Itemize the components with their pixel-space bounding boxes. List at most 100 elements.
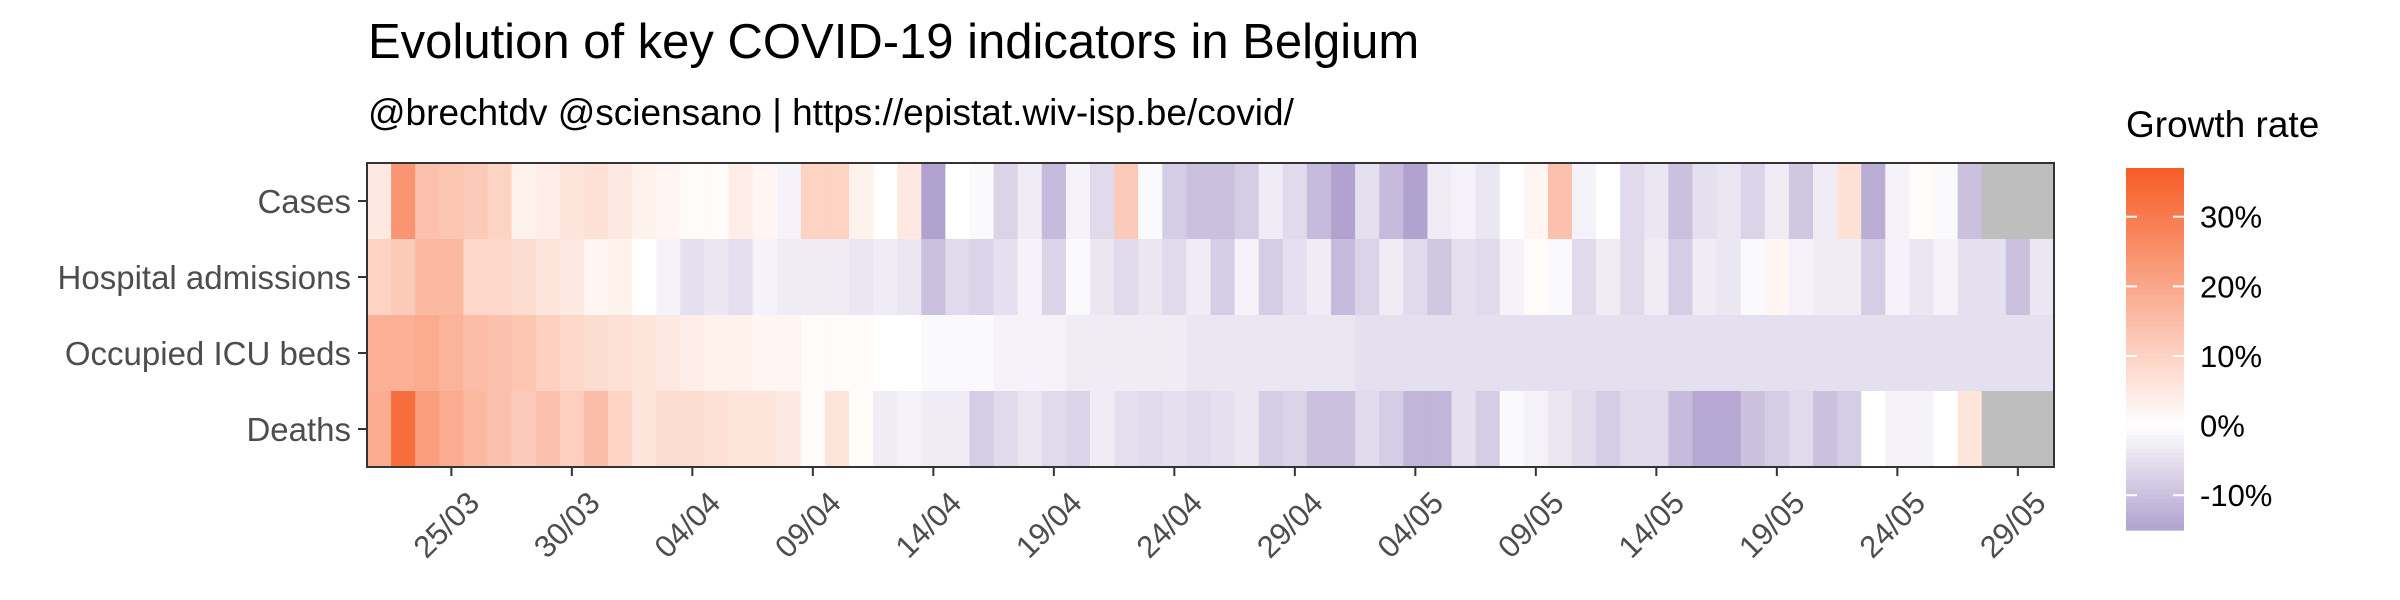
heatmap-cell [2005,315,2031,392]
heatmap-cell [511,391,537,468]
heatmap-cell [511,239,537,316]
heatmap-cell [632,391,657,468]
heatmap-cell [1041,391,1067,468]
heatmap-cell [632,315,657,392]
heatmap-cell [367,163,392,240]
legend-gradient-step [2126,425,2184,432]
heatmap-cell [391,315,416,392]
legend-gradient-step [2126,312,2184,318]
heatmap-cell [1861,239,1886,316]
heatmap-cell [1017,315,1043,392]
legend-gradient-step [2126,358,2184,364]
heatmap-cell [1933,239,1959,316]
heatmap-cell [969,239,995,316]
legend-gradient-step [2126,462,2184,468]
legend-gradient-step [2126,412,2184,418]
heatmap-cell [583,163,609,240]
heatmap-cell [1909,163,1935,240]
heatmap-cell [1065,315,1091,392]
legend-gradient-step [2126,213,2184,219]
legend-gradient-step [2126,258,2184,264]
heatmap-cell [728,163,754,240]
legend-gradient-step [2126,335,2184,341]
legend-gradient-step [2126,457,2184,463]
heatmap-cell [1499,391,1525,468]
heatmap-cell [1379,163,1404,240]
heatmap-cell [1258,239,1284,316]
heatmap-cell [1331,391,1356,468]
legend-gradient-step [2126,326,2184,332]
heatmap-cell [1451,391,1477,468]
heatmap-cell [608,391,633,468]
legend-gradient-step [2126,195,2184,201]
heatmap-cell [1668,163,1694,240]
heatmap-cell [800,163,826,240]
legend-break-label: -10% [2200,478,2272,513]
heatmap-cell [1861,315,1886,392]
legend-gradient-step [2126,294,2184,300]
heatmap-cell [1065,239,1091,316]
heatmap-cell [415,163,440,240]
heatmap-cell [487,391,513,468]
heatmap-cell [1837,391,1862,468]
heatmap-cell [487,163,513,240]
heatmap-cell [1355,239,1380,316]
heatmap-cell [1403,315,1428,392]
heatmap-cell [1210,315,1236,392]
heatmap-cell [1644,391,1669,468]
heatmap-cell [559,239,585,316]
heatmap-cell [1740,391,1766,468]
heatmap-cell [1764,163,1790,240]
legend-gradient-step [2126,439,2184,445]
heatmap-cell [752,391,778,468]
heatmap-cell [1547,163,1573,240]
heatmap-cell [1764,391,1790,468]
heatmap-cell [1210,239,1236,316]
heatmap-cell [1596,163,1621,240]
heatmap-cell [1306,315,1332,392]
heatmap-cell [1427,163,1453,240]
x-tick-label: 04/05 [1371,485,1451,565]
y-tick-label: Occupied ICU beds [65,335,351,372]
heatmap-cell [824,391,850,468]
heatmap-cell [2029,391,2055,468]
legend-gradient-step [2126,177,2184,183]
heatmap-cell [1885,239,1910,316]
heatmap-cell [752,239,778,316]
heatmap-cell [1981,391,2007,468]
legend-gradient-step [2126,299,2184,305]
y-tick-label: Cases [257,183,351,220]
heatmap-cell [2029,163,2055,240]
x-tick-label: 30/03 [527,485,607,565]
heatmap-cell [1837,315,1862,392]
heatmap-cell [704,163,730,240]
heatmap-cell [1596,391,1621,468]
heatmap-cell [921,239,946,316]
heatmap-cell [1475,239,1501,316]
heatmap-cell [1234,239,1260,316]
heatmap-cell [1114,163,1139,240]
heatmap-cell [1620,391,1645,468]
heatmap-cell [1716,315,1742,392]
legend-gradient-step [2126,493,2184,499]
legend-gradient-step [2126,353,2184,359]
heatmap-cell [439,239,464,316]
legend-gradient-step [2126,516,2184,522]
x-tick-label: 19/05 [1732,485,1812,565]
heatmap-cell [776,239,802,316]
heatmap-cell [1572,391,1597,468]
heatmap-cell [1716,163,1742,240]
heatmap-cell [511,315,537,392]
legend-gradient-step [2126,217,2184,223]
legend-gradient-step [2126,240,2184,246]
heatmap-cell [1788,163,1814,240]
heatmap-cell [1740,239,1766,316]
chart-subtitle: @brechtdv @sciensano | https://epistat.w… [368,92,1294,133]
heatmap-cell [1813,163,1838,240]
heatmap-cell [439,391,464,468]
legend-gradient-step [2126,489,2184,495]
heatmap-cell [1138,315,1163,392]
heatmap-cell [1114,239,1139,316]
heatmap-cell [1427,391,1453,468]
